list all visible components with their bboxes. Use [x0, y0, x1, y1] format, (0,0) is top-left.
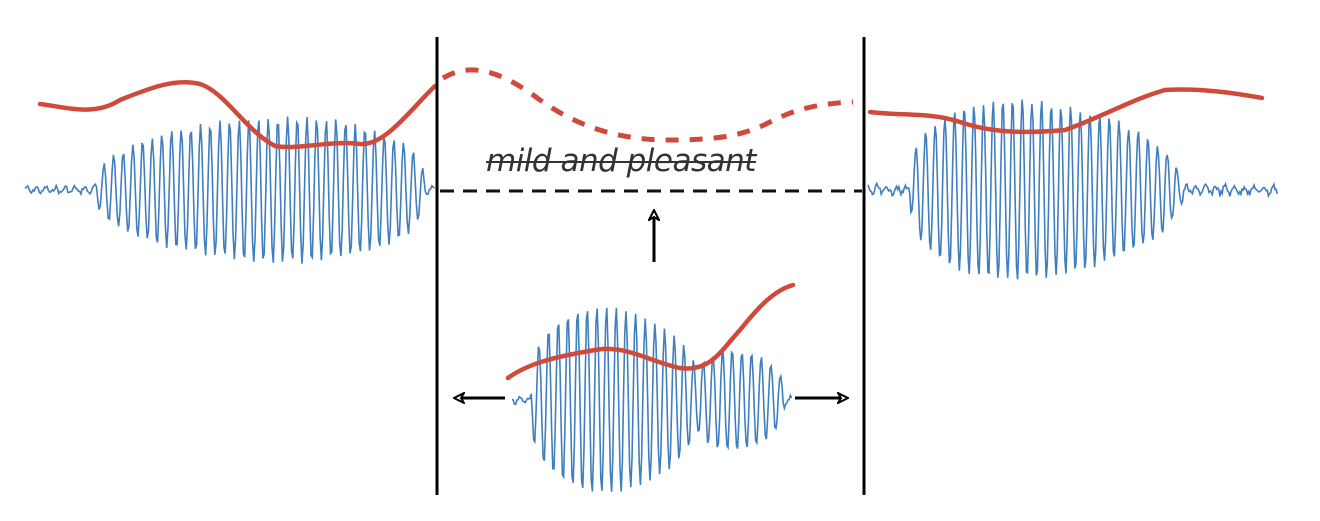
- right-waveform-trace: [867, 99, 1278, 280]
- edited-phrase-label: mild and pleasant: [486, 143, 756, 179]
- left-waveform-trace: [24, 116, 436, 264]
- right-waveform: [867, 99, 1278, 280]
- inserted-waveform-trace: [511, 307, 793, 492]
- inserted-waveform: [511, 307, 793, 492]
- left-waveform: [24, 116, 436, 264]
- left-pitch-contour: [37, 79, 438, 150]
- right-pitch-contour: [867, 87, 1265, 135]
- predicted-pitch-contour: [441, 67, 854, 143]
- inserted-pitch-contour: [505, 282, 796, 381]
